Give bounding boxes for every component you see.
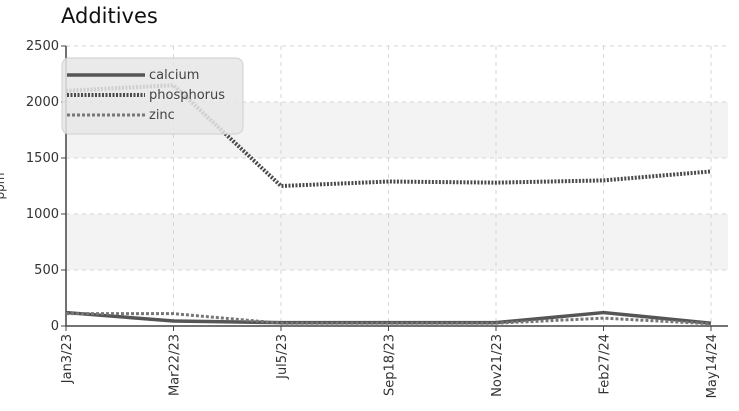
legend-label-calcium: calcium: [149, 68, 199, 83]
legend-label-phosphorus: phosphorus: [149, 88, 225, 103]
y-tick-label: 2500: [26, 39, 59, 54]
plot-band: [66, 214, 728, 270]
x-tick-label: Jan3/23: [60, 334, 75, 384]
series-lines: [65, 83, 712, 326]
y-tick-label: 500: [34, 263, 59, 278]
y-tick-label: 2000: [26, 95, 59, 110]
x-tick-label: Jul5/23: [275, 334, 290, 380]
legend: calcium phosphorus zinc: [61, 57, 244, 135]
x-tick-label: May14/24: [705, 334, 720, 398]
x-tick-label: Sep18/23: [383, 334, 398, 396]
legend-label-zinc: zinc: [149, 108, 175, 123]
x-ticks: Jan3/23 Mar22/23 Jul5/23 Sep18/23 Nov21/23 Fe…: [60, 326, 720, 398]
x-tick-label: Mar22/23: [168, 334, 183, 396]
chart-title: Additives: [61, 4, 158, 28]
y-tick-label: 0: [51, 319, 59, 334]
y-axis-label: ppm: [0, 173, 7, 200]
x-tick-label: Feb27/24: [598, 334, 613, 394]
series-line-zinc: [66, 312, 712, 326]
series-line-phosphorus: [65, 83, 712, 188]
y-tick-label: 1000: [26, 207, 59, 222]
x-tick-label: Nov21/23: [490, 334, 505, 397]
y-tick-label: 1500: [26, 151, 59, 166]
y-ticks: 0 500 1000 1500 2000 2500 ppm: [0, 39, 66, 334]
